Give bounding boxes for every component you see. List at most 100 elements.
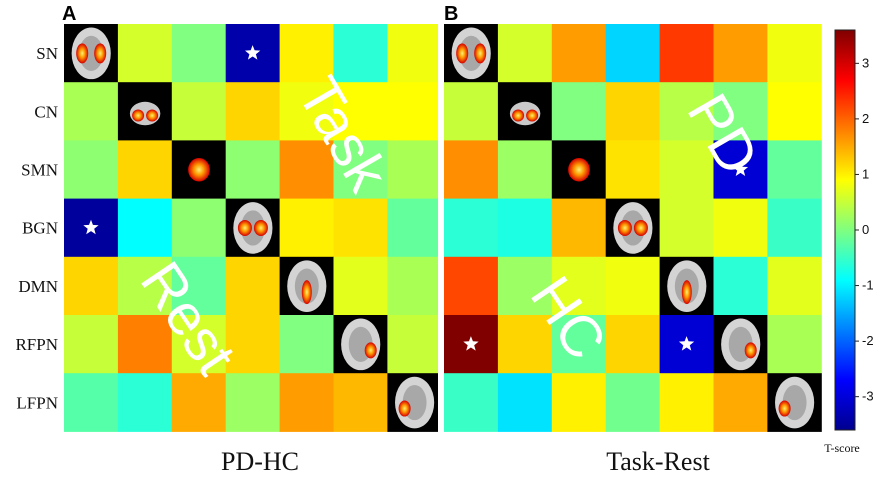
activation-blob	[568, 158, 590, 182]
heatmap-cell-lfpn-dmn	[279, 373, 334, 432]
heatmap-cell-dmn-rfpn	[713, 256, 768, 316]
brain-inner	[79, 35, 104, 71]
heatmap-cell-dmn-sn	[444, 256, 499, 316]
heatmap-cell-bgn-rfpn	[333, 198, 388, 258]
activation-blob	[456, 43, 469, 64]
activation-blob	[188, 158, 210, 182]
heatmap-cell-rfpn-smn	[551, 315, 607, 374]
heatmap-cell-cn-lfpn	[767, 82, 822, 141]
heatmap-cell-rfpn-sn	[64, 315, 119, 374]
significance-star	[83, 219, 99, 235]
heatmap-cell-rfpn-bgn	[225, 315, 281, 374]
heatmap-cell-cn-dmn	[279, 82, 334, 141]
heatmap-cell-dmn-cn	[117, 256, 173, 316]
heatmap-cell-rfpn-dmn	[279, 315, 334, 374]
significance-star	[732, 161, 749, 176]
heatmap-cell-smn-sn	[64, 140, 119, 200]
heatmap-cell-lfpn-rfpn	[333, 373, 388, 432]
heatmap-cell-sn-smn	[551, 24, 607, 83]
heatmap-cell-bgn-cn	[117, 198, 173, 258]
heatmap-cell-dmn-smn	[551, 256, 607, 316]
activation-blob	[526, 109, 539, 122]
colorbar-label: T-score	[824, 441, 860, 455]
heatmap-cell-smn-sn	[444, 140, 499, 200]
row-label-cn: CN	[34, 102, 58, 121]
heatmap-cell-cn-bgn	[225, 82, 281, 141]
heatmap-cell-bgn-dmn	[659, 198, 714, 258]
colorbar-tick-label: -3	[862, 389, 874, 404]
row-label-sn: SN	[36, 44, 58, 63]
heatmap-cell-dmn-bgn	[225, 256, 281, 316]
heatmap-cell-bgn-smn	[551, 198, 607, 258]
colorbar-tick-label: 0	[862, 222, 869, 237]
brain-inner	[620, 210, 645, 246]
activation-blob	[76, 43, 89, 64]
colorbar-gradient	[834, 29, 856, 431]
heatmap-cell-cn-rfpn	[333, 82, 388, 141]
heatmap-cell-bgn-sn	[444, 198, 499, 258]
brain-inner	[459, 35, 484, 71]
heatmap-cell-dmn-smn	[171, 256, 227, 316]
heatmap-cell-bgn-cn	[497, 198, 553, 258]
activation-blob	[778, 400, 791, 417]
activation-blob	[146, 109, 159, 122]
row-label-bgn: BGN	[22, 219, 58, 238]
heatmap-cell-dmn-lfpn	[387, 256, 442, 316]
heatmap-cell-bgn-smn	[171, 198, 227, 258]
heatmap-cell-smn-dmn	[659, 140, 714, 200]
heatmap-cell-cn-smn	[551, 82, 607, 141]
colorbar-tick-label: 3	[862, 55, 869, 70]
activation-blob	[398, 400, 411, 417]
heatmap-cell-lfpn-cn	[497, 373, 553, 432]
heatmap-cell-sn-lfpn	[387, 24, 442, 83]
heatmap-cell-smn-cn	[117, 140, 173, 200]
brain-inner	[240, 210, 265, 246]
activation-blob	[237, 219, 252, 236]
activation-blob	[132, 109, 145, 122]
row-label-lfpn: LFPN	[16, 393, 58, 412]
heatmap-cell-smn-lfpn	[387, 140, 442, 200]
panel-title-b: Task-Rest	[606, 447, 710, 476]
heatmap-cell-lfpn-sn	[444, 373, 499, 432]
activation-blob	[617, 219, 632, 236]
row-labels: SN CN SMN BGN DMN RFPN LFPN	[15, 44, 58, 412]
heatmap-cell-lfpn-smn	[551, 373, 607, 432]
heatmap-cell-cn-rfpn	[713, 82, 768, 141]
panel-label-a: A	[62, 3, 76, 25]
heatmap-cell-cn-sn	[444, 82, 499, 141]
heatmap-cell-rfpn-cn	[497, 315, 553, 374]
heatmap-cell-smn-dmn	[279, 140, 334, 200]
colorbar: 3 2 1 0 -1 -2 -3 T-score	[824, 29, 874, 455]
heatmap-cell-lfpn-bgn	[225, 373, 281, 432]
activation-blob	[94, 43, 107, 64]
colorbar-tick-label: 1	[862, 166, 869, 181]
heatmap-cell-bgn-lfpn	[387, 198, 442, 258]
heatmap-cell-dmn-rfpn	[333, 256, 388, 316]
heatmap-cell-rfpn-lfpn	[387, 315, 442, 374]
heatmap-cell-sn-dmn	[659, 24, 714, 83]
colorbar-tick-label: 2	[862, 111, 869, 126]
heatmap-cell-dmn-lfpn	[767, 256, 822, 316]
heatmap-cell-rfpn-cn	[117, 315, 173, 374]
heatmap-cell-cn-lfpn	[387, 82, 442, 141]
heatmap-cell-bgn-dmn	[279, 198, 334, 258]
heatmap-cell-smn-rfpn	[333, 140, 388, 200]
heatmap-cell-dmn-sn	[64, 256, 119, 316]
heatmap-cell-smn-bgn	[605, 140, 661, 200]
heatmap-cell-lfpn-smn	[171, 373, 227, 432]
heatmap-cell-lfpn-dmn	[659, 373, 714, 432]
significance-star	[678, 336, 695, 351]
heatmap-cell-sn-dmn	[279, 24, 334, 83]
heatmap-cell-lfpn-sn	[64, 373, 119, 432]
significance-star	[463, 336, 479, 351]
heatmap-cell-cn-bgn	[605, 82, 661, 141]
heatmap-cell-rfpn-smn	[171, 315, 227, 374]
activation-blob	[301, 280, 312, 305]
heatmap-cell-sn-lfpn	[767, 24, 822, 83]
heatmap-cell-sn-rfpn	[333, 24, 388, 83]
activation-blob	[633, 219, 648, 236]
panel-label-b: B	[444, 3, 458, 25]
activation-blob	[253, 219, 268, 236]
